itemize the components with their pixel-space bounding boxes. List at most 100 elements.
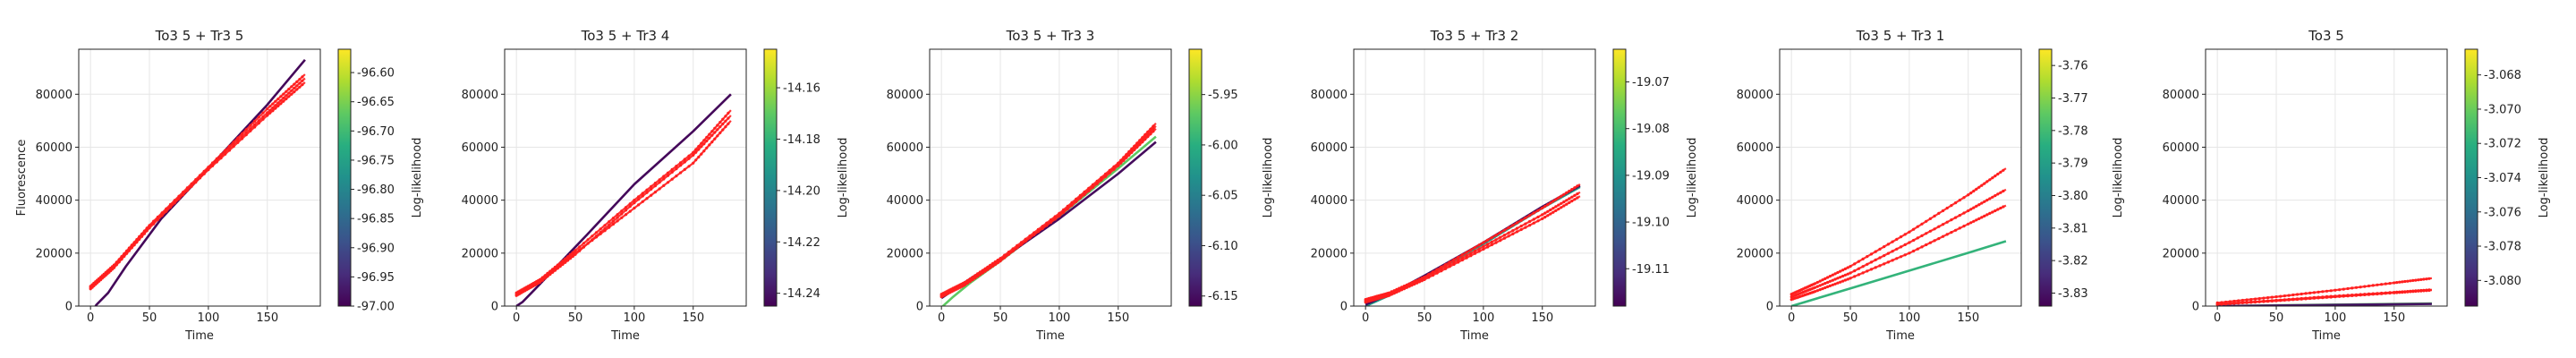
data-point <box>697 145 701 149</box>
panel-title: To3 5 + Tr3 1 <box>1856 28 1945 44</box>
panel-title: To3 5 <box>2308 28 2344 44</box>
data-point <box>293 90 296 94</box>
data-point <box>662 177 666 181</box>
data-point <box>2395 291 2399 294</box>
data-point <box>687 157 691 160</box>
data-point <box>2329 295 2333 299</box>
data-point <box>1546 214 1550 217</box>
data-point <box>2414 289 2418 294</box>
data-point <box>1519 225 1523 228</box>
data-point <box>670 167 674 171</box>
data-point <box>1928 217 1932 220</box>
data-point <box>1457 260 1460 264</box>
data-point <box>2419 277 2423 281</box>
data-point <box>1920 234 1924 237</box>
data-point <box>1152 127 1155 131</box>
data-point <box>679 171 683 175</box>
data-point <box>2359 286 2362 289</box>
data-point <box>2215 303 2219 306</box>
data-point <box>1920 245 1924 249</box>
data-point <box>2342 287 2345 291</box>
data-point <box>268 105 272 108</box>
data-point <box>1925 219 1928 223</box>
colorbar-tick-label: -3.078 <box>2484 241 2521 254</box>
colorbar-tick-label: -19.08 <box>1632 123 1670 136</box>
data-point <box>2338 294 2342 298</box>
data-point <box>1511 224 1515 227</box>
colorbar: -19.07 -19.08 -19.09 -19.10 -19.11 Log-likeli… <box>1612 48 1699 307</box>
data-point <box>1950 218 1953 222</box>
data-point <box>727 111 730 115</box>
data-point <box>2419 289 2423 293</box>
data-point <box>1958 214 1961 217</box>
data-point <box>1869 252 1874 256</box>
data-point <box>177 197 181 200</box>
data-point <box>1562 192 1566 196</box>
data-point <box>578 245 582 249</box>
data-point <box>718 121 722 124</box>
data-point <box>2417 278 2420 282</box>
data-point <box>1857 273 1860 277</box>
data-point <box>996 261 999 265</box>
data-point <box>628 202 632 206</box>
data-point <box>1511 232 1515 235</box>
data-point <box>1869 268 1874 271</box>
data-point <box>1895 257 1899 260</box>
data-point <box>244 133 248 137</box>
data-point <box>2422 277 2426 281</box>
data-point <box>1119 160 1123 164</box>
data-point <box>1818 279 1822 283</box>
data-point <box>650 193 653 197</box>
data-point <box>290 92 293 96</box>
data-point <box>1482 244 1485 248</box>
y-axis-label: Fluorescence <box>15 140 29 217</box>
data-point <box>1473 245 1477 250</box>
colorbar: -14.16 -14.18 -14.20 -14.22 -14.24 Log-likeli… <box>763 48 850 307</box>
data-point <box>1532 217 1535 221</box>
data-point <box>1502 234 1506 237</box>
data-point <box>687 154 691 158</box>
data-point <box>710 133 714 137</box>
data-point <box>2283 294 2286 298</box>
data-point <box>1933 227 1936 231</box>
colorbar-tick-label: -96.60 <box>357 67 395 81</box>
data-point <box>727 122 730 125</box>
data-point <box>1028 236 1032 240</box>
data-point <box>1883 245 1886 249</box>
data-point <box>1972 206 1976 209</box>
data-point <box>556 267 559 270</box>
colorbar-gradient <box>763 48 778 307</box>
data-point <box>1985 213 1989 217</box>
data-point <box>1962 211 1966 215</box>
data-point <box>1423 277 1426 281</box>
data-point <box>298 81 302 85</box>
data-point <box>1821 283 1824 286</box>
data-point <box>2228 302 2232 305</box>
data-point <box>620 216 624 219</box>
data-point <box>1824 286 1827 290</box>
data-point <box>586 238 590 242</box>
data-point <box>1886 251 1890 255</box>
data-point <box>1477 250 1481 253</box>
data-point <box>1554 205 1558 209</box>
data-point <box>1999 170 2002 174</box>
data-point <box>628 209 632 213</box>
data-point <box>1560 206 1563 209</box>
data-point <box>608 223 611 226</box>
data-point <box>266 107 269 111</box>
data-point <box>1416 281 1419 285</box>
data-point <box>1024 239 1027 243</box>
data-point <box>986 268 990 271</box>
data-point <box>1033 233 1036 236</box>
data-point <box>1883 254 1886 258</box>
data-point <box>2346 286 2350 291</box>
data-point <box>145 229 149 233</box>
colorbar-tick-label: -19.09 <box>1632 169 1670 183</box>
x-tick-label: 100 <box>1472 311 1494 325</box>
data-point <box>142 232 146 235</box>
colorbar-tick-label: -14.16 <box>783 82 820 96</box>
colorbar-tick-label: -3.81 <box>2058 222 2088 235</box>
data-point <box>1546 209 1550 213</box>
data-point <box>282 92 285 96</box>
data-point <box>2388 282 2392 286</box>
